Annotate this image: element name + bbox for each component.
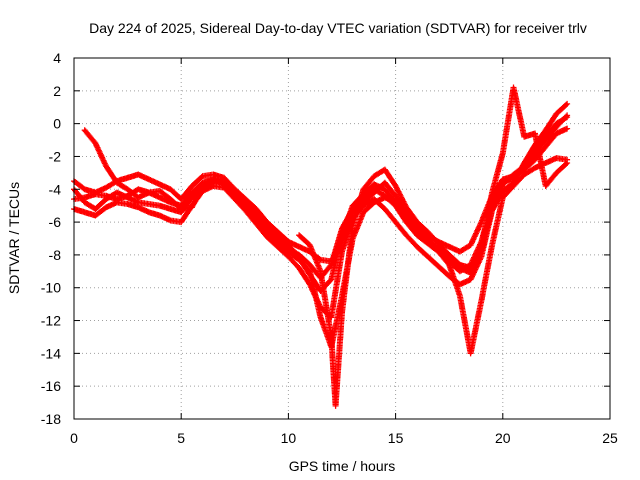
y-tick-label: 4 [53,50,61,66]
x-tick-label: 10 [281,430,297,446]
y-tick-label: -12 [41,313,61,329]
x-axis-label: GPS time / hours [289,458,396,474]
y-tick-label: -18 [41,411,61,427]
x-tick-label: 20 [495,430,511,446]
x-tick-label: 0 [70,430,78,446]
series-5 [81,127,571,357]
y-tick-label: -4 [49,181,62,197]
y-tick-label: -8 [49,247,62,263]
y-tick-label: -2 [49,148,62,164]
x-tick-label: 15 [388,430,404,446]
y-tick-label: -16 [41,378,61,394]
y-tick-label: 2 [53,83,61,99]
x-axis-ticks: 0 5 10 15 20 25 [70,58,618,446]
series-5-markers [81,127,571,357]
x-tick-label: 25 [602,430,618,446]
series-6-markers [296,84,571,409]
y-tick-label: -14 [41,345,61,361]
y-axis-label: SDTVAR / TECUs [6,182,22,294]
x-tick-label: 5 [177,430,185,446]
y-tick-label: -10 [41,280,61,296]
data-series [71,84,571,409]
plot-frame [73,57,611,420]
y-tick-label: -6 [49,214,62,230]
series-6 [296,84,571,409]
chart-title: Day 224 of 2025, Sidereal Day-to-day VTE… [89,20,587,36]
y-tick-label: 0 [53,116,61,132]
y-axis-ticks: 4 2 0 -2 -4 -6 -8 -10 -12 -14 -16 -18 [41,50,610,427]
